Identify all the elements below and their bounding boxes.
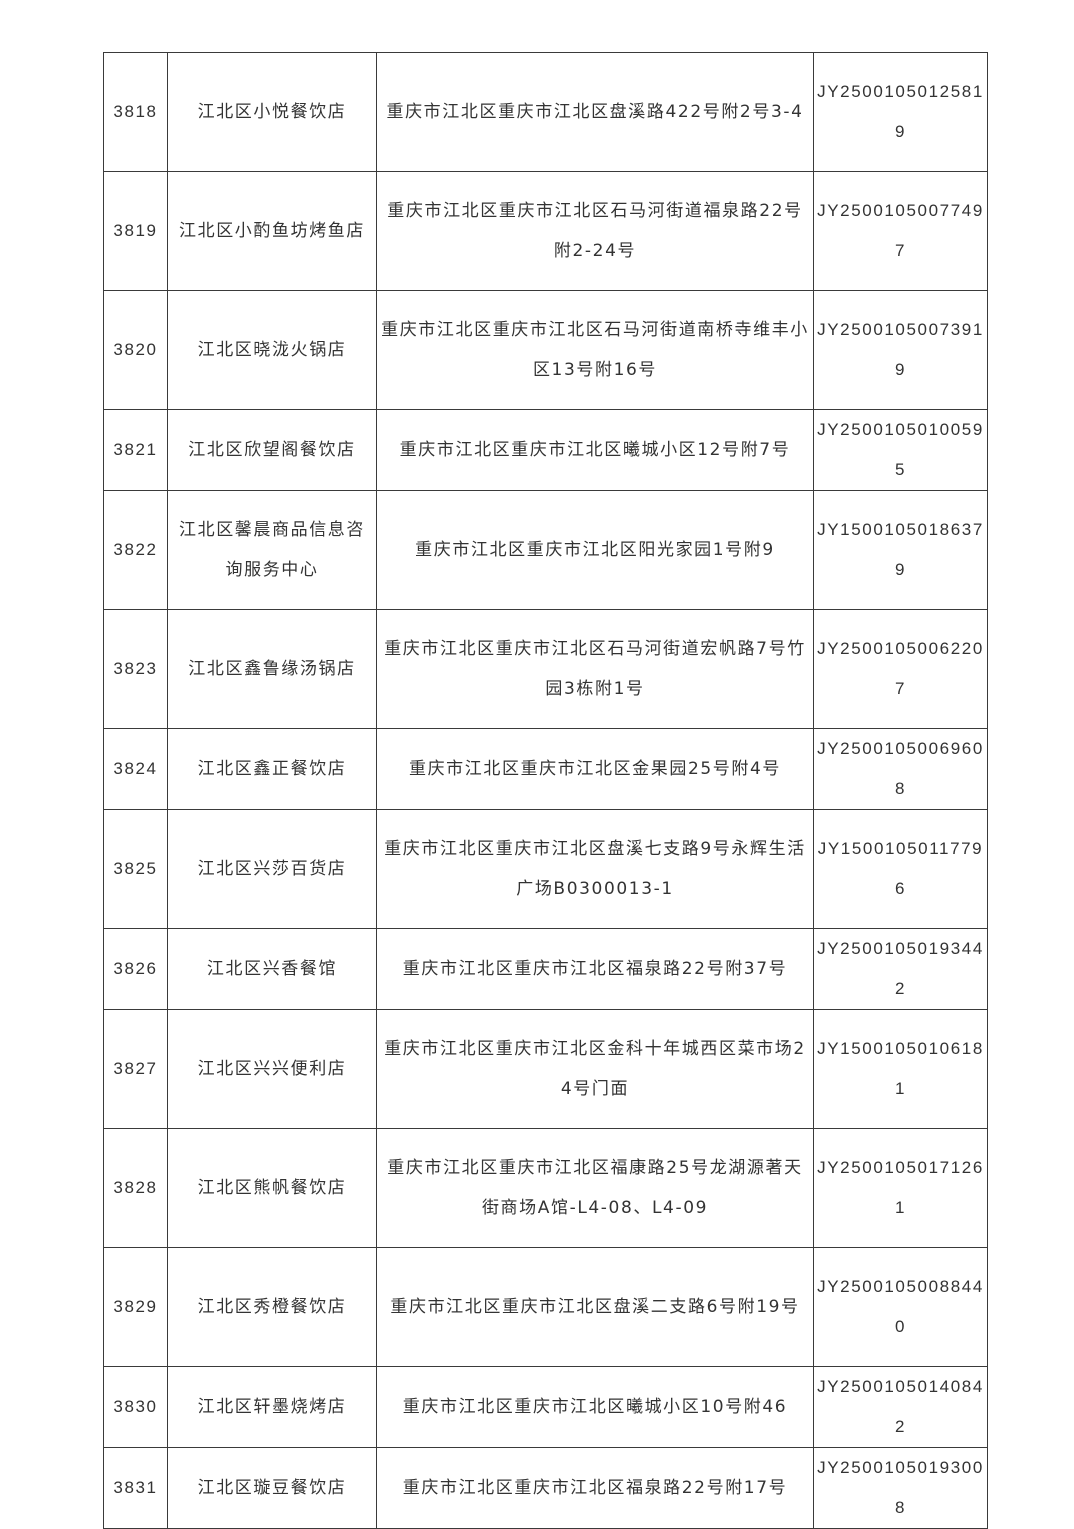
business-name-cell: 江北区小酌鱼坊烤鱼店 — [167, 171, 377, 291]
license-number-cell: JY15001050106181 — [813, 1009, 988, 1129]
row-number-cell: 3818 — [103, 52, 168, 172]
business-name-cell: 江北区馨晨商品信息咨询服务中心 — [167, 490, 377, 610]
row-number-cell: 3822 — [103, 490, 168, 610]
table-row: 3831 江北区璇豆餐饮店 重庆市江北区重庆市江北区福泉路22号附17号 JY2500… — [103, 1447, 988, 1529]
table-row: 3820 江北区晓泷火锅店 重庆市江北区重庆市江北区石马河街道南桥寺维丰小区13号附… — [103, 290, 988, 410]
license-number-cell: JY25001050062207 — [813, 609, 988, 729]
address-cell: 重庆市江北区重庆市江北区曦城小区10号附46 — [376, 1366, 814, 1448]
row-number-cell: 3820 — [103, 290, 168, 410]
row-number-cell: 3830 — [103, 1366, 168, 1448]
address-cell: 重庆市江北区重庆市江北区福泉路22号附17号 — [376, 1447, 814, 1529]
table-row: 3818 江北区小悦餐饮店 重庆市江北区重庆市江北区盘溪路422号附2号3-4 JY2… — [103, 52, 988, 172]
address-cell: 重庆市江北区重庆市江北区阳光家园1号附9 — [376, 490, 814, 610]
row-number-cell: 3823 — [103, 609, 168, 729]
business-name-cell: 江北区鑫鲁缘汤锅店 — [167, 609, 377, 729]
license-number-cell: JY25001050077497 — [813, 171, 988, 291]
business-name-cell: 江北区鑫正餐饮店 — [167, 728, 377, 810]
license-number-cell: JY15001050186379 — [813, 490, 988, 610]
license-number-cell: JY25001050171261 — [813, 1128, 988, 1248]
business-name-cell: 江北区欣望阁餐饮店 — [167, 409, 377, 491]
license-number-cell: JY25001050088440 — [813, 1247, 988, 1367]
address-cell: 重庆市江北区重庆市江北区福泉路22号附37号 — [376, 928, 814, 1010]
license-number-cell: JY25001050193442 — [813, 928, 988, 1010]
business-name-cell: 江北区兴莎百货店 — [167, 809, 377, 929]
table-row: 3823 江北区鑫鲁缘汤锅店 重庆市江北区重庆市江北区石马河街道宏帆路7号竹园3栋附… — [103, 609, 988, 729]
row-number-cell: 3827 — [103, 1009, 168, 1129]
table-row: 3826 江北区兴香餐馆 重庆市江北区重庆市江北区福泉路22号附37号 JY25001… — [103, 928, 988, 1010]
address-cell: 重庆市江北区重庆市江北区金科十年城西区菜市场24号门面 — [376, 1009, 814, 1129]
row-number-cell: 3828 — [103, 1128, 168, 1248]
business-name-cell: 江北区璇豆餐饮店 — [167, 1447, 377, 1529]
row-number-cell: 3826 — [103, 928, 168, 1010]
table-row: 3825 江北区兴莎百货店 重庆市江北区重庆市江北区盘溪七支路9号永辉生活广场B03… — [103, 809, 988, 929]
row-number-cell: 3824 — [103, 728, 168, 810]
row-number-cell: 3825 — [103, 809, 168, 929]
business-name-cell: 江北区兴兴便利店 — [167, 1009, 377, 1129]
table-row: 3827 江北区兴兴便利店 重庆市江北区重庆市江北区金科十年城西区菜市场24号门面 J… — [103, 1009, 988, 1129]
address-cell: 重庆市江北区重庆市江北区石马河街道福泉路22号附2-24号 — [376, 171, 814, 291]
row-number-cell: 3831 — [103, 1447, 168, 1529]
address-cell: 重庆市江北区重庆市江北区曦城小区12号附7号 — [376, 409, 814, 491]
business-name-cell: 江北区轩墨烧烤店 — [167, 1366, 377, 1448]
address-cell: 重庆市江北区重庆市江北区福康路25号龙湖源著天街商场A馆-L4-08、L4-09 — [376, 1128, 814, 1248]
row-number-cell: 3821 — [103, 409, 168, 491]
license-number-cell: JY15001050117796 — [813, 809, 988, 929]
business-name-cell: 江北区兴香餐馆 — [167, 928, 377, 1010]
license-number-cell: JY25001050073919 — [813, 290, 988, 410]
table-row: 3819 江北区小酌鱼坊烤鱼店 重庆市江北区重庆市江北区石马河街道福泉路22号附2-… — [103, 171, 988, 291]
table-row: 3824 江北区鑫正餐饮店 重庆市江北区重庆市江北区金果园25号附4号 JY25001… — [103, 728, 988, 810]
table-row: 3821 江北区欣望阁餐饮店 重庆市江北区重庆市江北区曦城小区12号附7号 JY250… — [103, 409, 988, 491]
table-row: 3830 江北区轩墨烧烤店 重庆市江北区重庆市江北区曦城小区10号附46 JY2500… — [103, 1366, 988, 1448]
address-cell: 重庆市江北区重庆市江北区石马河街道宏帆路7号竹园3栋附1号 — [376, 609, 814, 729]
table-row: 3828 江北区熊帆餐饮店 重庆市江北区重庆市江北区福康路25号龙湖源著天街商场A馆… — [103, 1128, 988, 1248]
address-cell: 重庆市江北区重庆市江北区盘溪二支路6号附19号 — [376, 1247, 814, 1367]
license-number-cell: JY25001050125819 — [813, 52, 988, 172]
table-body: 3818 江北区小悦餐饮店 重庆市江北区重庆市江北区盘溪路422号附2号3-4 JY2… — [103, 52, 988, 1529]
license-number-cell: JY25001050193008 — [813, 1447, 988, 1529]
business-name-cell: 江北区晓泷火锅店 — [167, 290, 377, 410]
business-license-table: 3818 江北区小悦餐饮店 重庆市江北区重庆市江北区盘溪路422号附2号3-4 JY2… — [103, 52, 988, 1529]
business-name-cell: 江北区秀橙餐饮店 — [167, 1247, 377, 1367]
row-number-cell: 3819 — [103, 171, 168, 291]
license-number-cell: JY25001050100595 — [813, 409, 988, 491]
row-number-cell: 3829 — [103, 1247, 168, 1367]
address-cell: 重庆市江北区重庆市江北区盘溪七支路9号永辉生活广场B0300013-1 — [376, 809, 814, 929]
address-cell: 重庆市江北区重庆市江北区金果园25号附4号 — [376, 728, 814, 810]
license-number-cell: JY25001050140842 — [813, 1366, 988, 1448]
license-number-cell: JY25001050069608 — [813, 728, 988, 810]
business-name-cell: 江北区小悦餐饮店 — [167, 52, 377, 172]
address-cell: 重庆市江北区重庆市江北区盘溪路422号附2号3-4 — [376, 52, 814, 172]
table-row: 3822 江北区馨晨商品信息咨询服务中心 重庆市江北区重庆市江北区阳光家园1号附9 J… — [103, 490, 988, 610]
table-row: 3829 江北区秀橙餐饮店 重庆市江北区重庆市江北区盘溪二支路6号附19号 JY250… — [103, 1247, 988, 1367]
business-name-cell: 江北区熊帆餐饮店 — [167, 1128, 377, 1248]
address-cell: 重庆市江北区重庆市江北区石马河街道南桥寺维丰小区13号附16号 — [376, 290, 814, 410]
